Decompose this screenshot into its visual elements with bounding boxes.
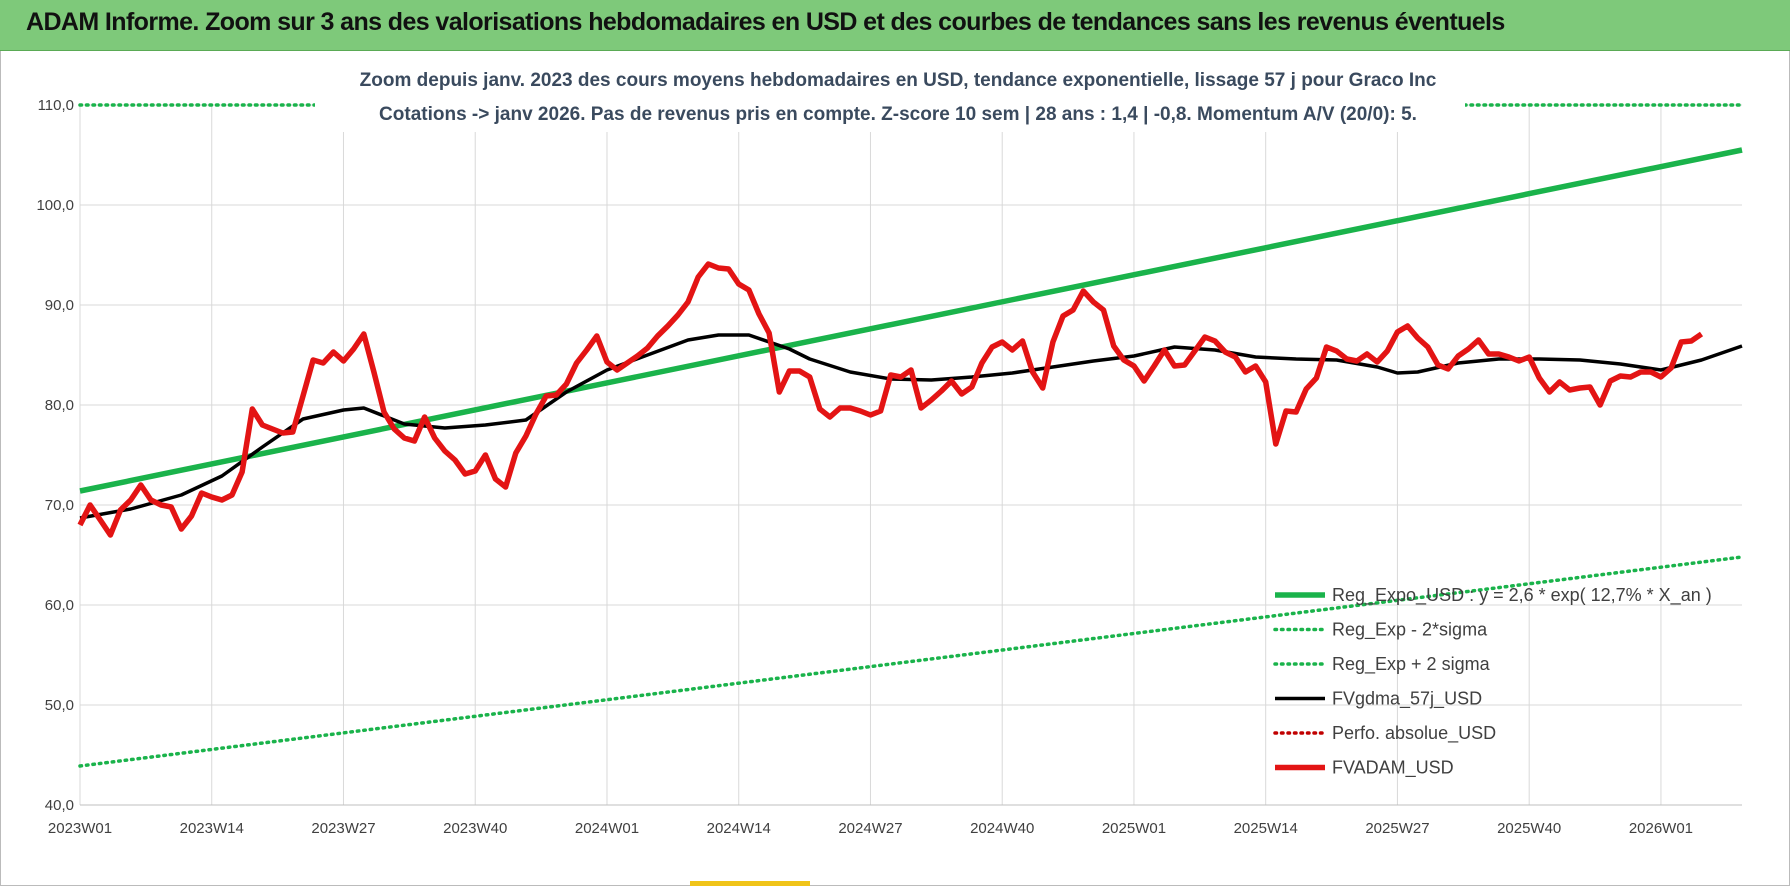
x-tick-label: 2025W14 <box>1234 820 1298 837</box>
y-tick-label: 100,0 <box>36 197 74 214</box>
legend-label: Reg_Exp + 2 sigma <box>1332 654 1491 675</box>
chart-title-background <box>315 60 1465 132</box>
x-tick-label: 2024W14 <box>707 820 771 837</box>
x-tick-label: 2026W01 <box>1629 820 1693 837</box>
x-tick-label: 2023W14 <box>180 820 244 837</box>
grid-lines <box>79 104 1742 806</box>
series-line-1 <box>78 555 1744 768</box>
banner-title: ADAM Informe. Zoom sur 3 ans des valoris… <box>26 8 1505 36</box>
y-tick-label: 70,0 <box>45 497 74 514</box>
x-tick-label: 2023W01 <box>48 820 112 837</box>
x-tick-label: 2025W01 <box>1102 820 1166 837</box>
y-tick-label: 80,0 <box>45 397 74 414</box>
legend-label: FVgdma_57j_USD <box>1332 689 1482 710</box>
x-tick-label: 2024W01 <box>575 820 639 837</box>
legend-label: Reg_Exp - 2*sigma <box>1332 620 1488 641</box>
x-tick-label: 2024W27 <box>838 820 902 837</box>
series-line-0 <box>79 147 1743 494</box>
legend: Reg_Expo_USD : y = 2,6 * exp( 12,7% * X_… <box>1273 585 1712 779</box>
y-tick-label: 40,0 <box>45 797 74 814</box>
chart-title-line-2: Cotations -> janv 2026. Pas de revenus p… <box>379 104 1417 125</box>
y-axis-labels: 40,0 50,0 60,0 70,0 80,0 90,0 100,0 110,0 <box>36 97 74 814</box>
series-line-3 <box>79 333 1743 520</box>
chart-area: 40,0 50,0 60,0 70,0 80,0 90,0 100,0 110,0 2023W… <box>36 60 1744 837</box>
legend-label: FVADAM_USD <box>1332 758 1454 779</box>
chart-title-group: Zoom depuis janv. 2023 des cours moyens … <box>315 60 1465 132</box>
series-group <box>77 103 1744 768</box>
x-tick-label: 2024W40 <box>970 820 1034 837</box>
y-tick-label: 90,0 <box>45 297 74 314</box>
x-tick-label: 2025W27 <box>1365 820 1429 837</box>
series-line-5 <box>77 261 1704 538</box>
y-tick-label: 60,0 <box>45 597 74 614</box>
x-tick-label: 2023W40 <box>443 820 507 837</box>
x-tick-label: 2023W27 <box>311 820 375 837</box>
y-tick-label: 110,0 <box>38 97 74 114</box>
legend-label: Perfo. absolue_USD <box>1332 723 1496 744</box>
chart-title-line-1: Zoom depuis janv. 2023 des cours moyens … <box>360 70 1437 91</box>
title-banner: ADAM Informe. Zoom sur 3 ans des valoris… <box>0 0 1790 51</box>
x-axis-labels: 2023W01 2023W14 2023W27 2023W40 2024W01 2024W… <box>48 820 1693 837</box>
bottom-tab-marker <box>690 881 810 886</box>
y-tick-label: 50,0 <box>45 697 74 714</box>
legend-label: Reg_Expo_USD : y = 2,6 * exp( 12,7% * X_… <box>1332 585 1712 606</box>
x-tick-label: 2025W40 <box>1497 820 1561 837</box>
